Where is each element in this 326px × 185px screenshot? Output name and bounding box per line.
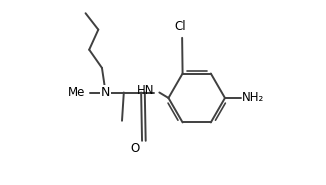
Text: O: O xyxy=(130,142,140,155)
Text: Cl: Cl xyxy=(174,20,186,33)
Text: NH₂: NH₂ xyxy=(242,91,264,105)
Text: HN: HN xyxy=(136,84,154,97)
Text: Me: Me xyxy=(68,86,85,99)
Text: N: N xyxy=(101,86,110,99)
